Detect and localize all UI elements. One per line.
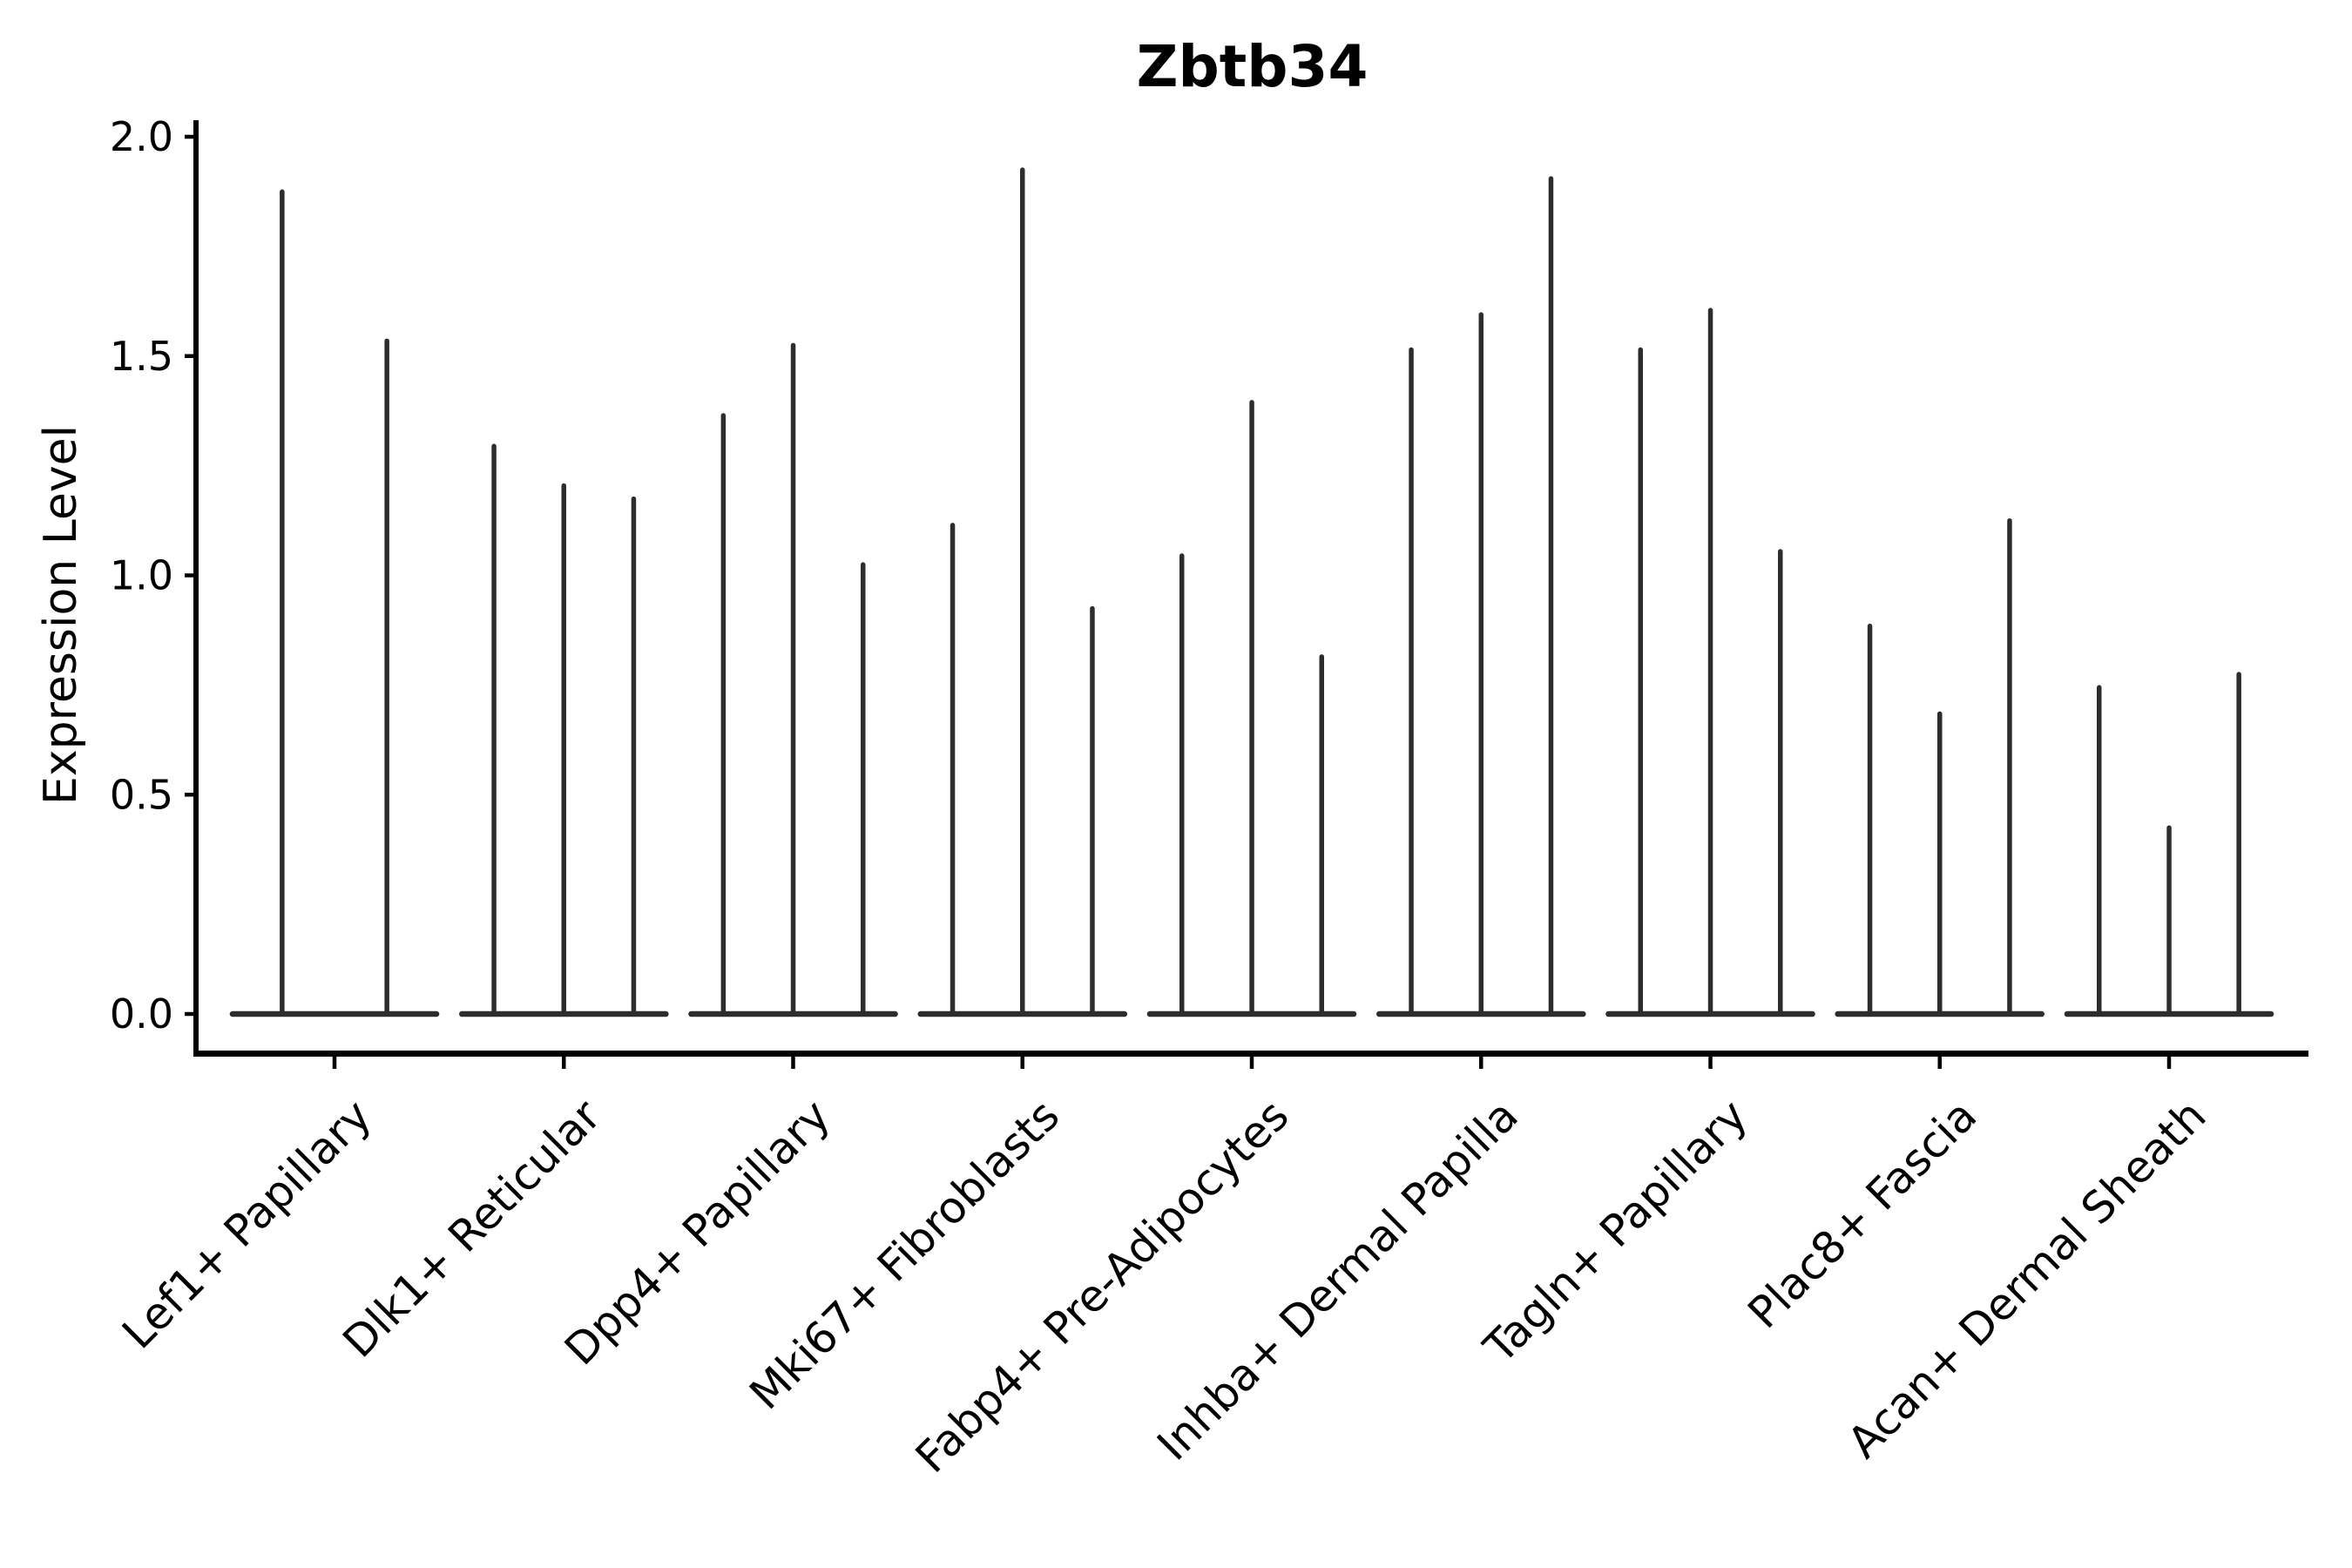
violin-spike — [1707, 308, 1713, 1016]
violin-spike — [1409, 347, 1414, 1016]
y-tick-label: 2.0 — [110, 113, 173, 160]
violin-base — [1605, 1010, 1815, 1017]
violin-spike — [384, 338, 389, 1017]
violin-spike — [720, 413, 727, 1016]
violin-spike — [861, 562, 866, 1016]
violin-spike — [561, 483, 566, 1016]
violin-spike — [1478, 312, 1484, 1016]
violin-spike — [280, 189, 285, 1016]
violin-spike — [2007, 518, 2012, 1016]
violin-base — [1376, 1010, 1586, 1017]
violin-spike — [1020, 167, 1025, 1016]
violin-base — [2064, 1010, 2274, 1017]
x-tick-label: Fabp4+ Pre-Adipocytes — [906, 1090, 1299, 1483]
violin-spike — [1937, 711, 1943, 1016]
violin-base — [917, 1010, 1128, 1017]
violin-spike — [950, 523, 956, 1016]
violin-spike — [1090, 605, 1095, 1016]
violin-spike — [1179, 553, 1185, 1016]
violin-spike — [1548, 176, 1554, 1017]
y-tick-label: 1.0 — [110, 552, 173, 599]
plot-title: Zbtb34 — [1136, 33, 1369, 100]
violin-base — [688, 1010, 898, 1017]
violin-spike — [491, 443, 497, 1016]
y-tick-label: 0.5 — [110, 771, 173, 818]
violin-spike — [2166, 825, 2172, 1016]
violin-spike — [1638, 347, 1643, 1016]
violin-base — [1146, 1010, 1357, 1017]
violin-base — [1835, 1010, 2044, 1017]
y-tick-label: 1.5 — [110, 333, 173, 380]
violin-spike — [1249, 400, 1254, 1017]
violin-spike — [1319, 654, 1324, 1016]
x-tick-label: Lef1+ Papillary — [112, 1090, 381, 1358]
violin-spike — [1867, 623, 1873, 1016]
violin-spike — [2097, 685, 2102, 1016]
violin-base — [459, 1010, 669, 1017]
violin-base — [229, 1010, 440, 1017]
violin-spike — [631, 496, 637, 1016]
violin-spike — [2236, 672, 2241, 1016]
x-tick-label: Plac8+ Fascia — [1739, 1090, 1987, 1338]
y-tick-label: 0.0 — [110, 990, 173, 1037]
violin-spike — [1778, 549, 1783, 1016]
violin-spike — [790, 342, 796, 1017]
